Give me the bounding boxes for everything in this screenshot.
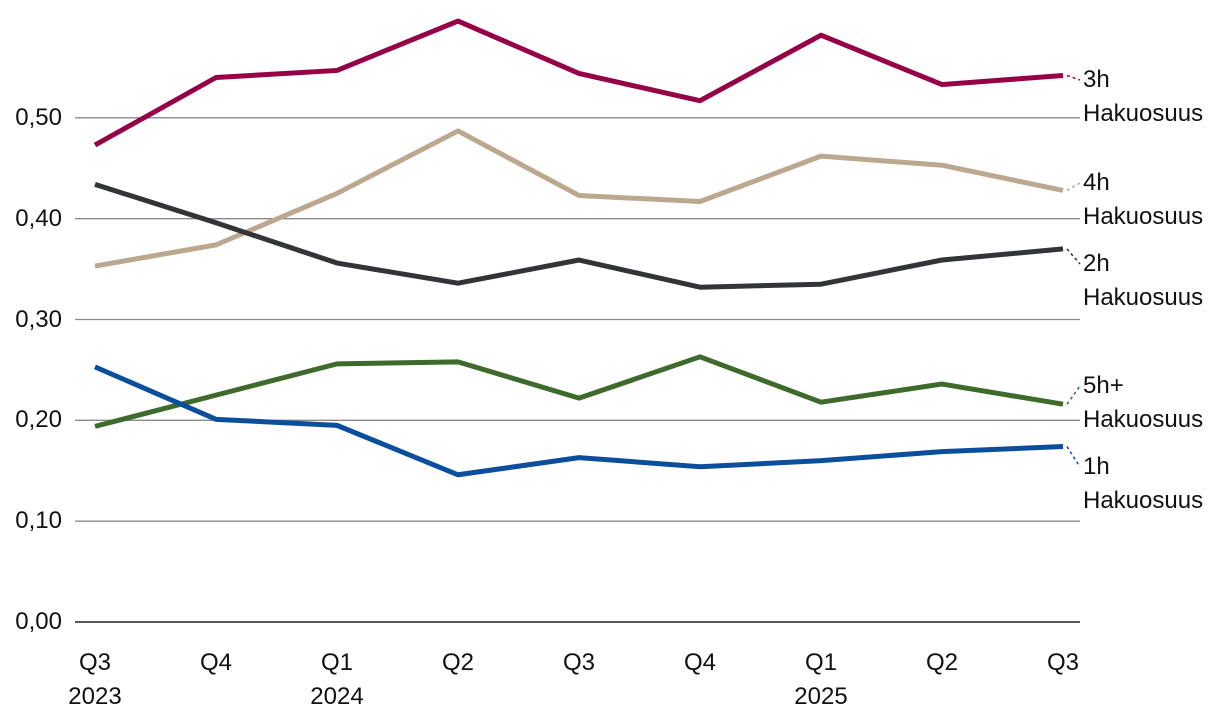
x-tick-label: Q4 <box>683 649 716 676</box>
y-tick-label: 0,20 <box>15 406 62 434</box>
x-tick-label: Q1 2025 <box>794 649 848 710</box>
leader-line <box>1066 182 1081 192</box>
series-line <box>93 18 1064 148</box>
series-label: 3h Hakuosuus <box>1083 66 1204 127</box>
series-label: 2h Hakuosuus <box>1083 250 1204 311</box>
series-line <box>94 128 1064 269</box>
leader-line <box>1066 248 1081 265</box>
series-label: 4h Hakuosuus <box>1083 169 1204 230</box>
y-tick-label: 0,00 <box>15 608 62 635</box>
x-tick-label: Q3 <box>562 649 595 676</box>
y-tick-label: 0,40 <box>15 204 62 232</box>
leader-line <box>1066 385 1081 405</box>
leader-line <box>1066 74 1081 81</box>
leader-line <box>1066 446 1081 468</box>
series-label: 5h+ Hakuosuus <box>1083 372 1204 433</box>
series-label: 1h Hakuosuus <box>1083 453 1204 514</box>
x-tick-label: Q3 2023 <box>68 649 122 710</box>
x-tick-label: Q2 <box>925 649 958 676</box>
x-tick-label: Q1 2024 <box>310 649 364 710</box>
x-tick-label: Q2 <box>441 649 474 676</box>
series-line <box>94 181 1064 290</box>
x-tick-label: Q3 <box>1046 649 1079 676</box>
x-tick-label: Q4 <box>199 649 232 676</box>
series-line <box>94 364 1064 478</box>
y-tick-label: 0,10 <box>15 507 62 535</box>
y-tick-label: 0,50 <box>15 103 62 131</box>
y-tick-label: 0,30 <box>15 305 62 333</box>
series-line <box>94 354 1064 429</box>
